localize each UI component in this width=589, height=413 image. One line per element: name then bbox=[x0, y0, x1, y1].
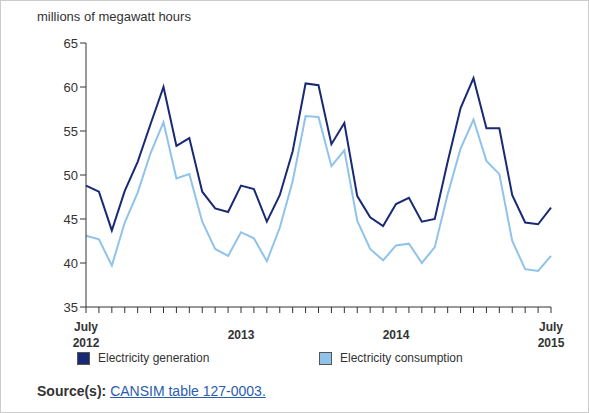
svg-text:60: 60 bbox=[64, 80, 78, 95]
html-text:Electricity consumption: Electricity consumption bbox=[340, 351, 463, 365]
svg-text:2014: 2014 bbox=[383, 328, 410, 342]
svg-text:65: 65 bbox=[64, 36, 78, 51]
svg-text:50: 50 bbox=[64, 168, 78, 183]
svg-text:45: 45 bbox=[64, 212, 78, 227]
svg-text:2013: 2013 bbox=[228, 328, 255, 342]
svg-text:35: 35 bbox=[64, 300, 78, 315]
svg-text:55: 55 bbox=[64, 124, 78, 139]
svg-text:July2015: July2015 bbox=[538, 320, 565, 350]
html-text:millions of megawatt hours: millions of megawatt hours bbox=[37, 9, 191, 24]
svg-text:July2012: July2012 bbox=[73, 320, 100, 350]
html-text:Electricity generation: Electricity generation bbox=[98, 351, 210, 365]
html-text:Source(s): CANSIM table 127-00: Source(s): CANSIM table 127-0003. bbox=[37, 383, 266, 399]
svg-text:40: 40 bbox=[64, 256, 78, 271]
